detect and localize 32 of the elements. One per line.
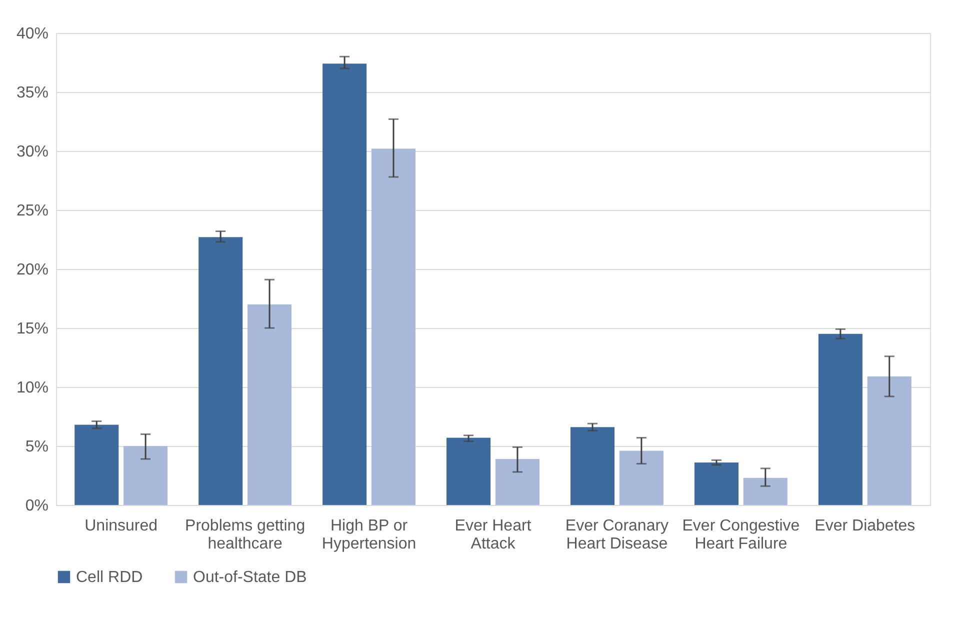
bar — [570, 427, 615, 505]
bar — [867, 376, 912, 505]
bar — [446, 438, 491, 505]
bar — [248, 304, 292, 505]
bar — [371, 148, 416, 505]
x-tick-label: Ever Heart Attack — [454, 518, 532, 552]
x-tick-label: Uninsured — [84, 518, 158, 534]
bar — [124, 446, 168, 505]
y-tick-label: 35% — [16, 84, 48, 102]
bar — [322, 64, 367, 505]
bar — [743, 478, 788, 505]
y-tick-label: 5% — [25, 438, 48, 456]
x-tick-label: Ever Coranary Heart Disease — [565, 518, 669, 552]
y-tick-label: 20% — [16, 262, 48, 278]
bar — [619, 450, 664, 505]
legend-label: Out-of-State DB — [193, 569, 307, 586]
y-tick-label: 15% — [16, 320, 48, 338]
x-tick-label: Ever Diabetes — [814, 518, 916, 534]
y-tick-label: 10% — [16, 380, 48, 396]
bar — [818, 334, 862, 505]
x-tick-label: High BP or Hypertension — [322, 518, 416, 552]
x-tick-label: Problems getting healthcare — [185, 518, 306, 552]
y-tick-label: 40% — [16, 26, 48, 42]
y-tick-label: 25% — [16, 202, 48, 220]
bar — [495, 458, 540, 505]
bar — [74, 424, 119, 505]
bar — [694, 462, 738, 505]
y-tick-label: 30% — [16, 144, 48, 160]
bar — [198, 237, 243, 505]
legend-label: Cell RDD — [76, 569, 143, 586]
x-tick-label: Ever Congestive Heart Failure — [682, 518, 800, 552]
y-tick-label: 0% — [25, 498, 48, 514]
